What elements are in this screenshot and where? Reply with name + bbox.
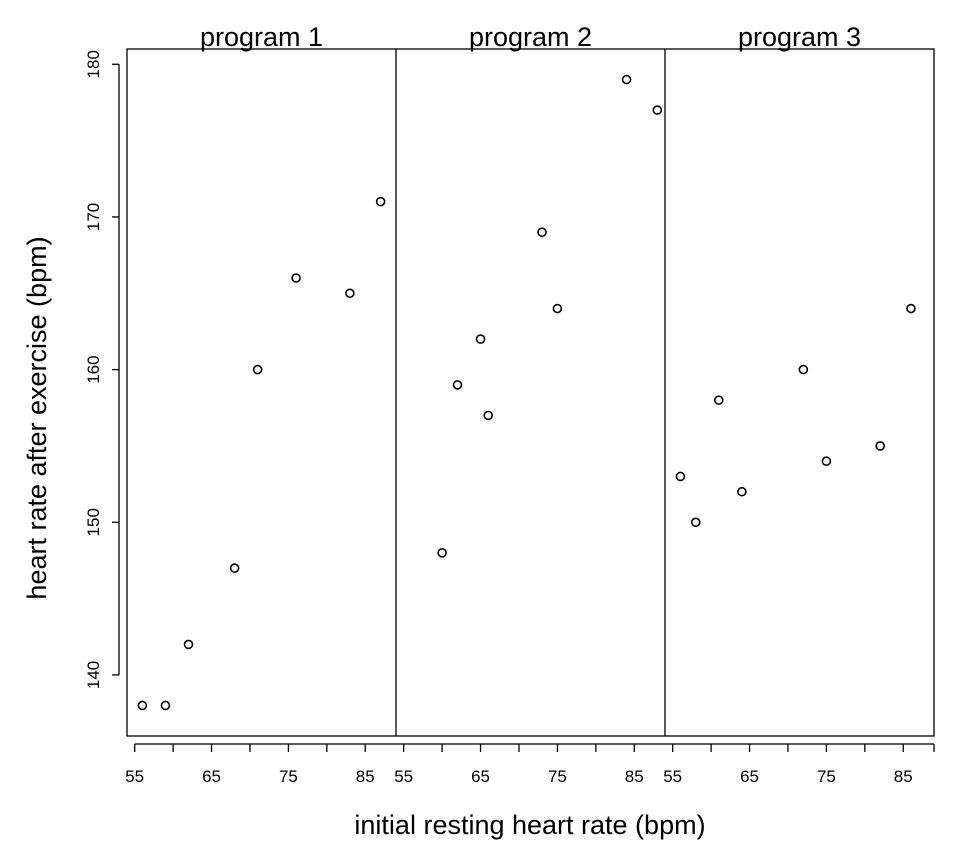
x-tick-label: 85 — [894, 767, 913, 786]
x-tick-label: 65 — [202, 767, 221, 786]
y-tick-label: 160 — [84, 355, 103, 383]
x-tick-label: 65 — [740, 767, 759, 786]
panel-title: program 2 — [469, 22, 592, 52]
panels-layer: program 1 program 2 program 3 — [137, 22, 916, 711]
panel-2: program 2 — [437, 22, 663, 558]
data-point — [552, 303, 563, 314]
x-tick-label: 55 — [394, 767, 413, 786]
y-tick-label: 180 — [84, 50, 103, 78]
data-point — [621, 74, 632, 85]
data-point — [713, 395, 724, 405]
data-point — [475, 334, 486, 344]
y-tick-label: 140 — [84, 661, 103, 689]
data-point — [875, 441, 886, 451]
x-tick-label: 75 — [817, 767, 836, 786]
data-point — [229, 563, 240, 573]
x-tick-label: 85 — [356, 767, 375, 786]
x-tick-label: 55 — [663, 767, 682, 786]
x-axis-title: initial resting heart rate (bpm) — [354, 810, 705, 840]
data-point — [160, 700, 171, 711]
data-point — [737, 486, 747, 497]
data-point — [452, 380, 463, 390]
data-point — [183, 639, 194, 650]
panel-3: program 3 — [675, 22, 916, 528]
data-point — [437, 547, 447, 558]
data-point — [652, 105, 663, 115]
data-point — [252, 364, 263, 375]
data-point — [137, 700, 148, 711]
data-point — [798, 364, 809, 375]
plot-frame-layer — [126, 48, 935, 737]
data-point — [345, 288, 355, 299]
data-point — [537, 227, 547, 237]
data-point — [675, 471, 686, 482]
y-axis-title: heart rate after exercise (bpm) — [22, 236, 52, 599]
data-point — [906, 303, 916, 314]
x-tick-label: 55 — [125, 767, 144, 786]
data-point — [690, 517, 701, 528]
data-point — [821, 456, 832, 467]
plot-frame — [126, 48, 935, 737]
data-point — [375, 196, 386, 207]
y-tick-label: 150 — [84, 508, 103, 536]
x-tick-label: 65 — [471, 767, 490, 786]
panel-1: program 1 — [137, 22, 386, 711]
y-tick-label: 170 — [84, 203, 103, 231]
panel-title: program 3 — [738, 22, 861, 52]
y-axis: 140 150 160 170 180 — [84, 50, 120, 689]
x-axis: 55 65 75 85 55 65 75 85 55 65 75 85 — [125, 743, 935, 786]
x-tick-label: 75 — [279, 767, 298, 786]
data-point — [483, 410, 494, 421]
x-tick-label: 85 — [625, 767, 644, 786]
x-tick-label: 75 — [548, 767, 567, 786]
panel-title: program 1 — [200, 22, 323, 52]
data-point — [291, 273, 301, 283]
